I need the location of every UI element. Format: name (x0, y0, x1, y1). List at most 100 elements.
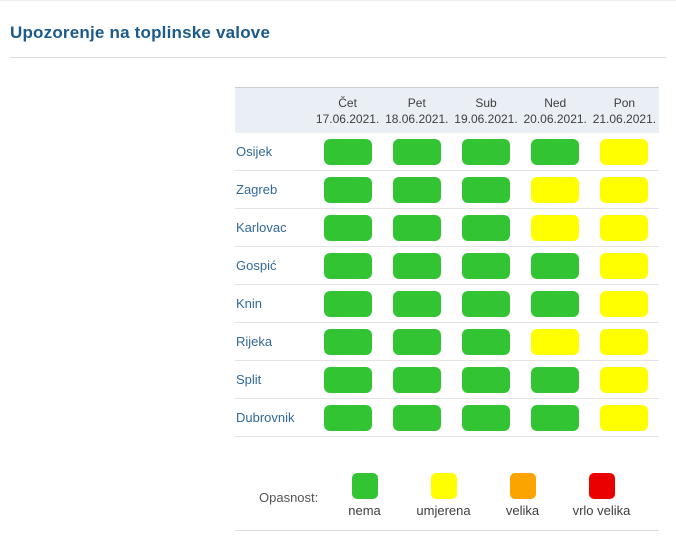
warning-cell-wrap (451, 138, 520, 165)
warning-cell (392, 366, 441, 393)
table-body: Osijek Zagreb Karlovac Gospić Knin Rijeka Spli… (235, 133, 659, 437)
warning-cell-wrap (521, 214, 590, 241)
warning-cell (392, 252, 441, 279)
warning-cell (531, 290, 580, 317)
warning-cell (531, 328, 580, 355)
column-date-label: 17.06.2021. (315, 111, 380, 126)
warning-cell-wrap (521, 138, 590, 165)
warning-cell-wrap (521, 404, 590, 431)
warning-cell (392, 214, 441, 241)
warning-cell (392, 404, 441, 431)
legend-item-label: vrlo velika (572, 503, 631, 518)
warning-cell-wrap (590, 404, 659, 431)
warning-cell-wrap (382, 176, 451, 203)
table-row: Rijeka (235, 323, 659, 361)
warning-cell-wrap (590, 138, 659, 165)
warning-cell (461, 290, 510, 317)
warning-cell (323, 290, 372, 317)
warning-cell (461, 138, 510, 165)
warning-cell-wrap (590, 290, 659, 317)
column-day-label: Ned (544, 95, 567, 110)
table-row: Osijek (235, 133, 659, 171)
heat-wave-warning-table: Čet 17.06.2021. Pet 18.06.2021. Sub 19.06.202… (235, 87, 659, 531)
warning-cell-wrap (451, 290, 520, 317)
city-link[interactable]: Gospić (236, 258, 277, 273)
warning-cell-wrap (590, 252, 659, 279)
warning-cell-wrap (521, 290, 590, 317)
column-header: Ned 20.06.2021. (521, 95, 590, 127)
warning-cell-wrap (451, 214, 520, 241)
city-link[interactable]: Split (236, 372, 262, 387)
warning-cell (461, 366, 510, 393)
warning-cell (531, 366, 580, 393)
title-divider (10, 57, 666, 58)
warning-cell (323, 366, 372, 393)
city-link[interactable]: Dubrovnik (236, 410, 295, 425)
legend-swatch (351, 473, 378, 499)
warning-cell (531, 214, 580, 241)
warning-cell (461, 328, 510, 355)
table-row: Dubrovnik (235, 399, 659, 437)
column-date-label: 21.06.2021. (592, 111, 657, 126)
warning-cell-wrap (521, 366, 590, 393)
table-row: Zagreb (235, 171, 659, 209)
legend-item: velika (483, 473, 562, 518)
column-date-label: 18.06.2021. (385, 111, 449, 126)
warning-cell (531, 176, 580, 203)
city-link[interactable]: Zagreb (236, 182, 278, 197)
warning-cell-wrap (451, 252, 520, 279)
warning-cell-wrap (451, 176, 520, 203)
table-row: Gospić (235, 247, 659, 285)
warning-cell-wrap (382, 214, 451, 241)
warning-cell (531, 404, 580, 431)
table-row: Split (235, 361, 659, 399)
warning-cell-wrap (382, 290, 451, 317)
warning-cell-wrap (451, 328, 520, 355)
city-link[interactable]: Karlovac (236, 220, 287, 235)
warning-cell-wrap (521, 252, 590, 279)
city-link[interactable]: Rijeka (236, 334, 273, 349)
column-day-label: Pet (407, 95, 426, 110)
warning-cell-wrap (590, 214, 659, 241)
table-header: Čet 17.06.2021. Pet 18.06.2021. Sub 19.06.202… (235, 87, 659, 133)
legend-swatch (588, 473, 615, 499)
warning-cell (600, 366, 649, 393)
warning-cell-wrap (313, 366, 382, 393)
warning-cell (600, 176, 649, 203)
legend-swatch (509, 473, 536, 499)
warning-cell (461, 176, 510, 203)
warning-cell-wrap (590, 176, 659, 203)
warning-cell-wrap (313, 328, 382, 355)
legend-item-label: velika (505, 503, 540, 518)
warning-cell-wrap (313, 176, 382, 203)
warning-cell (392, 138, 441, 165)
warning-cell-wrap (382, 328, 451, 355)
legend: Opasnost: nema umjerena velika vrlo velika (235, 473, 659, 531)
warning-cell (600, 290, 649, 317)
warning-cell (323, 214, 372, 241)
warning-cell (461, 252, 510, 279)
warning-cell (600, 138, 649, 165)
column-day-label: Sub (475, 95, 497, 110)
legend-item-label: nema (348, 503, 381, 518)
warning-cell (392, 328, 441, 355)
legend-item: nema (325, 473, 404, 518)
warning-cell (461, 214, 510, 241)
city-link[interactable]: Osijek (236, 144, 273, 159)
column-day-label: Pon (613, 95, 636, 110)
warning-cell (323, 252, 372, 279)
city-link[interactable]: Knin (236, 296, 263, 311)
warning-cell-wrap (451, 366, 520, 393)
warning-cell (392, 290, 441, 317)
warning-cell-wrap (521, 328, 590, 355)
warning-cell-wrap (313, 138, 382, 165)
warning-cell-wrap (521, 176, 590, 203)
warning-cell (323, 404, 372, 431)
warning-cell (323, 328, 372, 355)
warning-cell (531, 252, 580, 279)
warning-cell-wrap (590, 328, 659, 355)
warning-cell (600, 404, 649, 431)
column-header: Sub 19.06.2021. (451, 95, 520, 127)
warning-cell-wrap (313, 214, 382, 241)
